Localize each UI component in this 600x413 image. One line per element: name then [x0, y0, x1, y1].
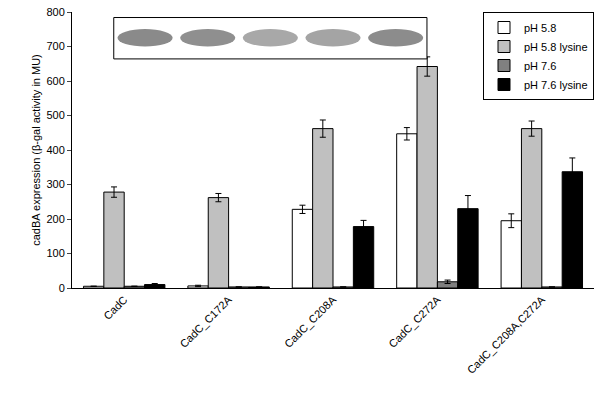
svg-text:pH 7.6 lysine: pH 7.6 lysine [524, 79, 588, 91]
svg-text:CadC_C172A: CadC_C172A [177, 293, 234, 350]
svg-text:pH 7.6: pH 7.6 [524, 60, 556, 72]
svg-text:800: 800 [46, 6, 64, 18]
svg-text:700: 700 [46, 40, 64, 52]
svg-text:CadC_C208A,C272A: CadC_C208A,C272A [465, 293, 548, 376]
svg-text:CadC_C208A: CadC_C208A [282, 293, 339, 350]
svg-text:500: 500 [46, 109, 64, 121]
svg-text:600: 600 [46, 75, 64, 87]
svg-text:CadC: CadC [101, 293, 129, 321]
svg-text:300: 300 [46, 178, 64, 190]
svg-text:CadC_C272A: CadC_C272A [386, 293, 443, 350]
svg-text:pH 5.8 lysine: pH 5.8 lysine [524, 41, 588, 53]
svg-text:0: 0 [59, 282, 65, 294]
svg-text:pH 5.8: pH 5.8 [524, 22, 556, 34]
svg-text:200: 200 [46, 213, 64, 225]
svg-text:400: 400 [46, 144, 64, 156]
svg-text:cadBA expression (β-gal activi: cadBA expression (β-gal activity in MU) [30, 54, 42, 246]
svg-text:100: 100 [46, 247, 64, 259]
